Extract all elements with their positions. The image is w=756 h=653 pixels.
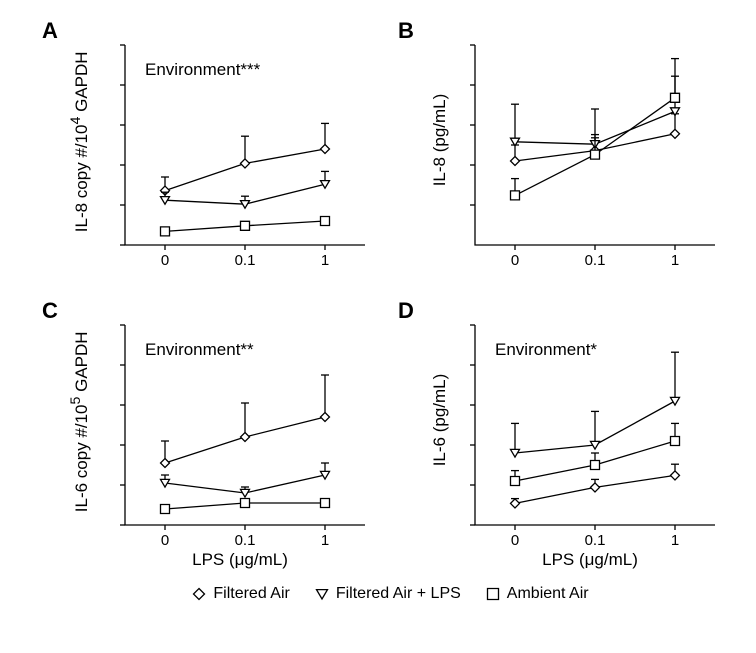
annotation-c: Environment** xyxy=(145,340,254,360)
figure-container: A 0500100015002000250000.11 Environment*… xyxy=(10,10,746,643)
svg-text:0: 0 xyxy=(161,532,169,549)
panel-label-a: A xyxy=(42,18,58,44)
svg-text:0: 0 xyxy=(511,252,519,269)
ylabel-d: IL-6 (pg/mL) xyxy=(430,330,450,510)
ylabel-c: IL-6 copy #/105 GAPDH xyxy=(68,322,92,522)
panel-b: 500100015002000250000.11 xyxy=(470,40,730,275)
svg-text:1: 1 xyxy=(671,532,679,549)
annotation-d: Environment* xyxy=(495,340,597,360)
panel-label-d: D xyxy=(398,298,414,324)
svg-text:0.1: 0.1 xyxy=(235,532,256,549)
svg-text:0: 0 xyxy=(161,252,169,269)
legend-label: Filtered Air xyxy=(213,585,289,603)
diamond-icon xyxy=(191,586,207,602)
chart-b: 500100015002000250000.11 xyxy=(470,40,730,275)
svg-text:0.1: 0.1 xyxy=(235,252,256,269)
svg-text:0: 0 xyxy=(511,532,519,549)
legend-label: Filtered Air + LPS xyxy=(336,585,461,603)
panel-label-c: C xyxy=(42,298,58,324)
triangle-down-icon xyxy=(314,586,330,602)
svg-text:0.1: 0.1 xyxy=(585,532,606,549)
svg-text:0.1: 0.1 xyxy=(585,252,606,269)
xlabel-right: LPS (μg/mL) xyxy=(470,550,710,570)
legend: Filtered Air Filtered Air + LPS Ambient … xyxy=(80,585,700,603)
panel-label-b: B xyxy=(398,18,414,44)
legend-item-filtered-air-lps: Filtered Air + LPS xyxy=(314,585,461,603)
square-icon xyxy=(485,586,501,602)
svg-text:1: 1 xyxy=(321,532,329,549)
ylabel-b: IL-8 (pg/mL) xyxy=(430,50,450,230)
legend-label: Ambient Air xyxy=(507,585,589,603)
legend-item-filtered-air: Filtered Air xyxy=(191,585,289,603)
svg-text:1: 1 xyxy=(321,252,329,269)
ylabel-a: IL-8 copy #/104 GAPDH xyxy=(68,42,92,242)
svg-text:1: 1 xyxy=(671,252,679,269)
xlabel-left: LPS (μg/mL) xyxy=(120,550,360,570)
legend-item-ambient-air: Ambient Air xyxy=(485,585,589,603)
annotation-a: Environment*** xyxy=(145,60,260,80)
